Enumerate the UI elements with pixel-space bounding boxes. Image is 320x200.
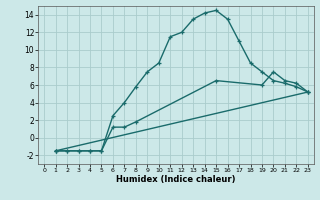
X-axis label: Humidex (Indice chaleur): Humidex (Indice chaleur) [116, 175, 236, 184]
